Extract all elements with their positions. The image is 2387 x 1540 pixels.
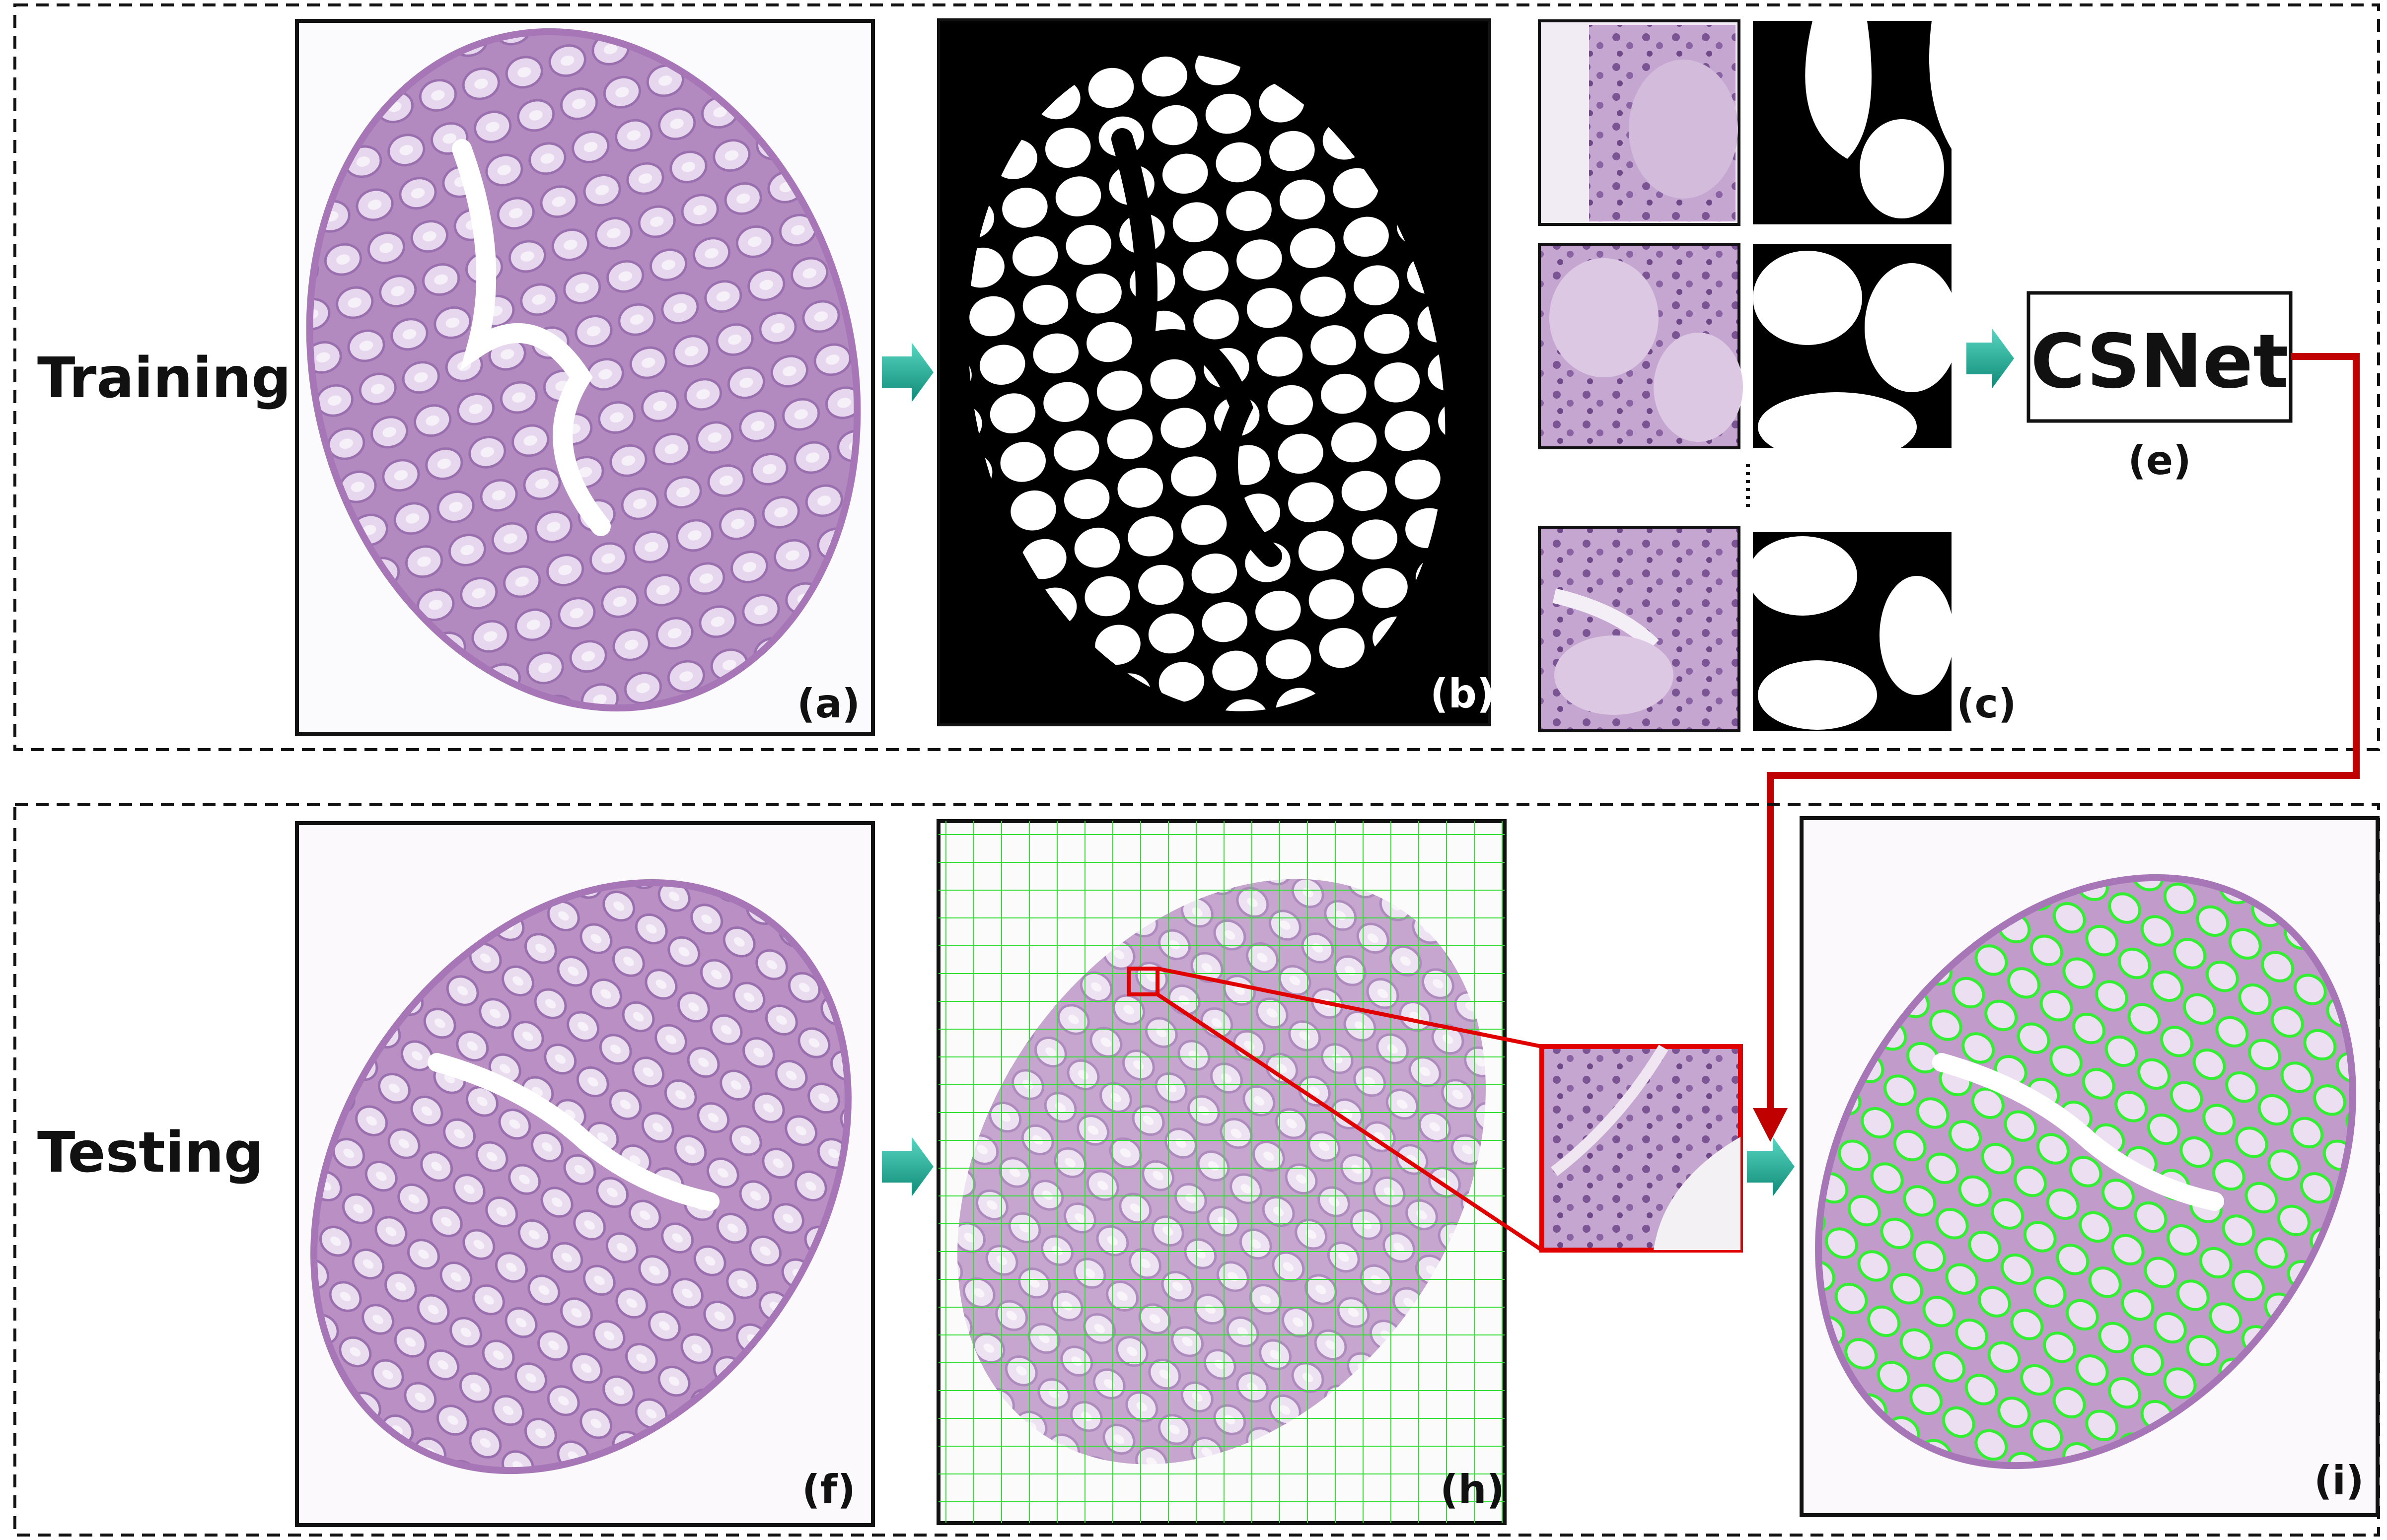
panel-a-label: (a) bbox=[797, 681, 860, 727]
arrow-to-i bbox=[1747, 1137, 1795, 1196]
zoom-line bbox=[1157, 967, 1542, 1049]
training-frame bbox=[13, 3, 2380, 751]
arrow-c-to-e bbox=[1966, 329, 2014, 388]
testing-label: Testing bbox=[37, 1120, 264, 1185]
csnet-label: CSNet bbox=[2030, 319, 2289, 405]
training-label: Training bbox=[37, 346, 291, 411]
testing-frame bbox=[13, 803, 2380, 1537]
panel-e-label: (e) bbox=[2128, 437, 2191, 484]
panel-h-label: (h) bbox=[1440, 1467, 1505, 1513]
image-patch bbox=[1538, 526, 1740, 732]
arrow-a-to-b bbox=[882, 343, 934, 402]
panel-c-label: (c) bbox=[1956, 681, 2017, 727]
panel-i-label: (i) bbox=[2314, 1458, 2364, 1504]
zoom-source-box bbox=[1127, 967, 1159, 996]
panel-f-test-slide: (f) bbox=[295, 821, 875, 1527]
mask-patch bbox=[1753, 244, 1959, 462]
panel-c-patches: (c) bbox=[1538, 19, 2017, 732]
panel-f-label: (f) bbox=[802, 1467, 856, 1513]
panel-h-tiled-slide: (h) bbox=[937, 819, 1507, 1525]
image-patch bbox=[1538, 19, 1740, 226]
csnet-block: CSNet (e) bbox=[2026, 291, 2293, 484]
model-transfer-arrow bbox=[1767, 353, 2360, 1112]
panel-b-label: (b) bbox=[1430, 671, 1495, 717]
zoomed-patch bbox=[1539, 1044, 1743, 1253]
image-patch bbox=[1538, 243, 1743, 449]
panel-b-mask: (b) bbox=[937, 18, 1495, 726]
zoom-line bbox=[1156, 992, 1543, 1252]
mask-patch bbox=[1753, 21, 1952, 224]
arrow-f-to-h bbox=[882, 1137, 934, 1196]
model-transfer-arrowhead bbox=[1753, 1108, 1788, 1142]
panel-i-segmentation: (i) bbox=[1800, 816, 2380, 1517]
mask-patch bbox=[1748, 532, 1954, 731]
panel-a-whole-slide: (a) bbox=[295, 19, 875, 736]
